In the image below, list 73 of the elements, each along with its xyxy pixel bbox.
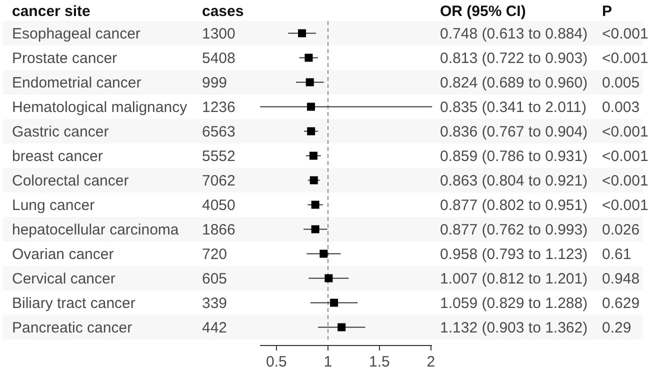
text: 1866 bbox=[202, 221, 236, 238]
x-tick-label: 1 bbox=[324, 354, 332, 367]
y-tick-label: hepatocellular carcinoma bbox=[12, 221, 180, 238]
y-tick-label: Colorectal cancer bbox=[12, 172, 129, 190]
point bbox=[310, 176, 318, 184]
x-tick-label: 2 bbox=[426, 354, 436, 367]
point bbox=[304, 54, 313, 62]
text: 0.005 bbox=[602, 74, 640, 92]
text: 720 bbox=[202, 246, 228, 263]
y-tick-label: Endometrial cancer bbox=[12, 74, 142, 92]
point bbox=[309, 152, 318, 160]
text: 339 bbox=[202, 294, 228, 312]
y-tick-label: Pancreatic cancer bbox=[12, 319, 132, 336]
y-tick-label: Hematological malignancy bbox=[12, 98, 188, 116]
data-label: 1.059 (0.829 to 1.288) bbox=[440, 294, 588, 312]
x-tick-label: 1.5 bbox=[369, 354, 390, 367]
text: 5552 bbox=[202, 148, 236, 165]
data-label: 1.132 (0.903 to 1.362) bbox=[440, 319, 588, 336]
text: 0.629 bbox=[602, 294, 640, 312]
data-label: 0.863 (0.804 to 0.921) bbox=[440, 172, 588, 190]
point bbox=[306, 78, 314, 86]
point bbox=[311, 225, 320, 234]
text: 605 bbox=[202, 270, 228, 288]
point bbox=[311, 200, 320, 209]
y-tick-label: Prostate cancer bbox=[12, 50, 118, 67]
text: 4050 bbox=[202, 196, 236, 214]
data-label: 1.007 (0.812 to 1.201) bbox=[440, 270, 588, 288]
text: 442 bbox=[202, 319, 228, 336]
text: <0.001 bbox=[602, 196, 648, 214]
text: 5408 bbox=[202, 50, 236, 67]
text: <0.001 bbox=[602, 123, 648, 140]
text: 1236 bbox=[202, 98, 236, 116]
data-label: 0.877 (0.762 to 0.993) bbox=[440, 221, 588, 238]
y-tick-label: Lung cancer bbox=[12, 196, 95, 214]
point bbox=[320, 250, 328, 258]
data-label: 0.835 (0.341 to 2.011) bbox=[440, 98, 587, 116]
y-tick-label: Esophageal cancer bbox=[12, 25, 140, 42]
point bbox=[330, 298, 338, 307]
x-tick-label: 0.5 bbox=[266, 354, 287, 367]
data-label: 0.877 (0.802 to 0.951) bbox=[440, 196, 588, 214]
point bbox=[307, 127, 316, 136]
point bbox=[324, 274, 333, 282]
data-label: 0.824 (0.689 to 0.960) bbox=[440, 74, 588, 92]
text: 7062 bbox=[202, 172, 236, 190]
y-tick-label: Ovarian cancer bbox=[12, 246, 114, 263]
y-tick-label: Biliary tract cancer bbox=[12, 294, 136, 312]
text: 999 bbox=[202, 74, 228, 92]
y-tick-label: breast cancer bbox=[12, 148, 103, 165]
text: 0.948 bbox=[602, 270, 640, 288]
text: <0.001 bbox=[602, 148, 648, 165]
text: 0.026 bbox=[602, 221, 640, 238]
text: <0.001 bbox=[602, 172, 648, 190]
text: cases bbox=[202, 3, 244, 20]
data-label: 0.836 (0.767 to 0.904) bbox=[440, 123, 588, 140]
y-axis-title: cancer site bbox=[12, 3, 90, 20]
text: <0.001 bbox=[602, 50, 648, 67]
text: <0.001 bbox=[602, 25, 648, 42]
y-tick-label: Cervical cancer bbox=[12, 270, 116, 288]
text: 6563 bbox=[202, 123, 236, 140]
point bbox=[298, 29, 306, 38]
point bbox=[338, 323, 346, 332]
data-label: 0.859 (0.786 to 0.931) bbox=[440, 148, 588, 165]
text: 0.29 bbox=[602, 319, 632, 336]
y-tick-label: Gastric cancer bbox=[12, 123, 109, 140]
text: P bbox=[602, 3, 612, 20]
text: 0.61 bbox=[602, 246, 632, 263]
data-label: 0.958 (0.793 to 1.123) bbox=[440, 246, 588, 263]
data-label: 0.748 (0.613 to 0.884) bbox=[440, 25, 588, 42]
text: 0.003 bbox=[602, 98, 640, 116]
data-label: 0.813 (0.722 to 0.903) bbox=[440, 50, 588, 67]
text: OR (95% CI) bbox=[440, 3, 526, 20]
text: 1300 bbox=[202, 25, 236, 42]
point bbox=[306, 102, 315, 111]
